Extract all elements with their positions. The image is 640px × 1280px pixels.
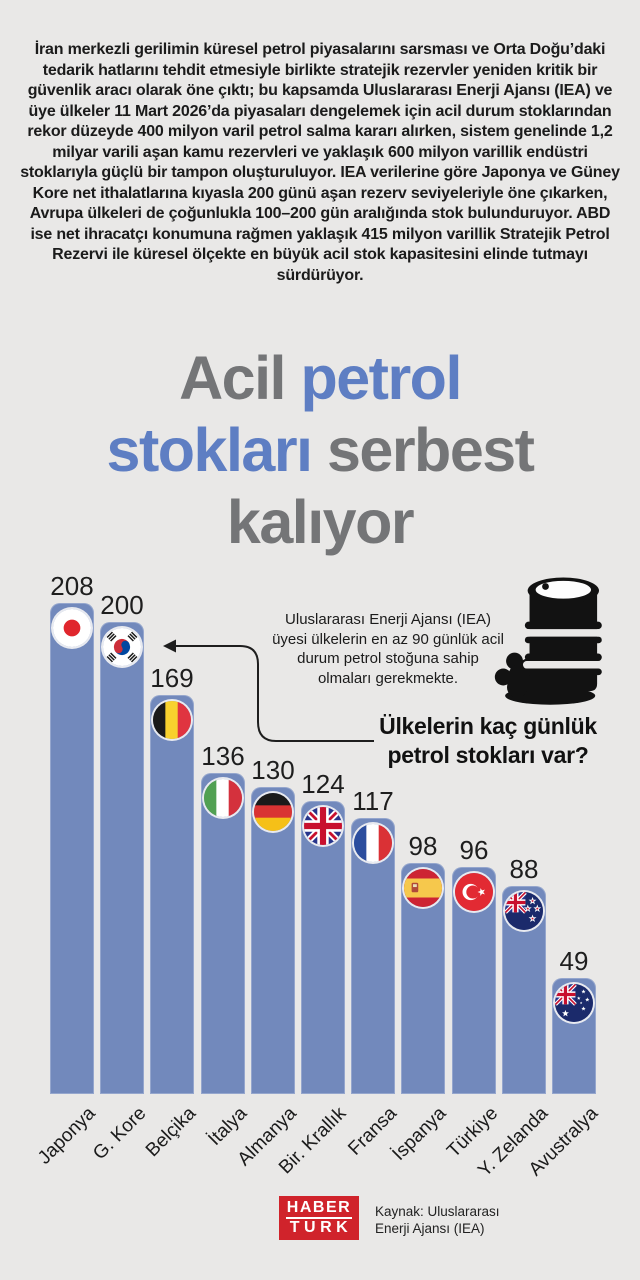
bar-i-talya bbox=[201, 773, 245, 1094]
source-line: Enerji Ajansı (IEA) bbox=[375, 1221, 485, 1236]
iea-annotation: Uluslararası Enerji Ajansı (IEA) üyesi ü… bbox=[272, 611, 504, 687]
value-label-avustralya: 49 bbox=[559, 946, 589, 976]
title-line: stokları serbest bbox=[0, 414, 640, 486]
flag-bir-krall-k-icon bbox=[304, 807, 342, 845]
value-label-fransa: 117 bbox=[352, 786, 394, 816]
category-label-bel-ika: Belçika bbox=[141, 1103, 200, 1162]
bar-bel-ika bbox=[150, 695, 194, 1094]
title-line: kalıyor bbox=[0, 486, 640, 558]
value-label-almanya: 130 bbox=[251, 755, 295, 785]
flag-g-kore-icon bbox=[103, 628, 141, 666]
flag-fransa-icon bbox=[354, 824, 392, 862]
flag-y-zelanda-icon bbox=[505, 892, 543, 930]
source-line: Kaynak: Uluslararası bbox=[375, 1204, 500, 1219]
haberturk-logo-top: HABER bbox=[285, 1199, 353, 1219]
value-label-i-spanya: 98 bbox=[408, 831, 438, 861]
value-label-y-zelanda: 88 bbox=[509, 854, 539, 884]
haberturk-logo-bottom: TURK bbox=[289, 1219, 353, 1236]
bar-almanya bbox=[251, 787, 295, 1094]
category-label-japonya: Japonya bbox=[34, 1103, 100, 1169]
value-label-i-talya: 136 bbox=[201, 741, 245, 771]
title-segment: Acil bbox=[179, 344, 301, 412]
flag-i-spanya-icon bbox=[404, 869, 442, 907]
title-line: Acil petrol bbox=[0, 342, 640, 414]
title-segment: kalıyor bbox=[226, 488, 415, 556]
value-label-japonya: 208 bbox=[50, 571, 94, 601]
category-label-g-kore: G. Kore bbox=[88, 1103, 150, 1165]
bar-japonya bbox=[50, 603, 94, 1094]
oil-barrel-icon bbox=[494, 577, 604, 705]
value-label-g-kore: 200 bbox=[100, 590, 144, 620]
title-segment: petrol bbox=[300, 344, 462, 412]
source-credit: Kaynak: Uluslararası Enerji Ajansı (IEA) bbox=[375, 1203, 500, 1237]
title-segment: stokları bbox=[106, 416, 314, 484]
flag-almanya-icon bbox=[254, 793, 292, 831]
haberturk-logo: HABER TURK bbox=[279, 1196, 359, 1240]
bar-fransa bbox=[351, 818, 395, 1094]
flag-i-talya-icon bbox=[204, 779, 242, 817]
page-title: Acil petrol stokları serbest kalıyor bbox=[0, 342, 640, 558]
bar-g-kore bbox=[100, 622, 144, 1094]
category-label-i-spanya: İspanya bbox=[388, 1103, 451, 1165]
flag-avustralya-icon bbox=[555, 984, 593, 1022]
value-label-bir-krall-k: 124 bbox=[301, 769, 345, 799]
title-segment: serbest bbox=[311, 416, 535, 484]
bar-bir-krall-k bbox=[301, 801, 345, 1094]
chart-question: Ülkelerin kaç günlük petrol stokları var… bbox=[379, 713, 597, 768]
flag-t-rkiye-icon bbox=[455, 873, 493, 911]
value-label-bel-ika: 169 bbox=[150, 663, 194, 693]
flag-bel-ika-icon bbox=[153, 701, 191, 739]
intro-paragraph: İran merkezli gerilimin küresel petrol p… bbox=[20, 41, 620, 284]
value-label-t-rkiye: 96 bbox=[459, 835, 489, 865]
flag-japonya-icon bbox=[53, 609, 91, 647]
